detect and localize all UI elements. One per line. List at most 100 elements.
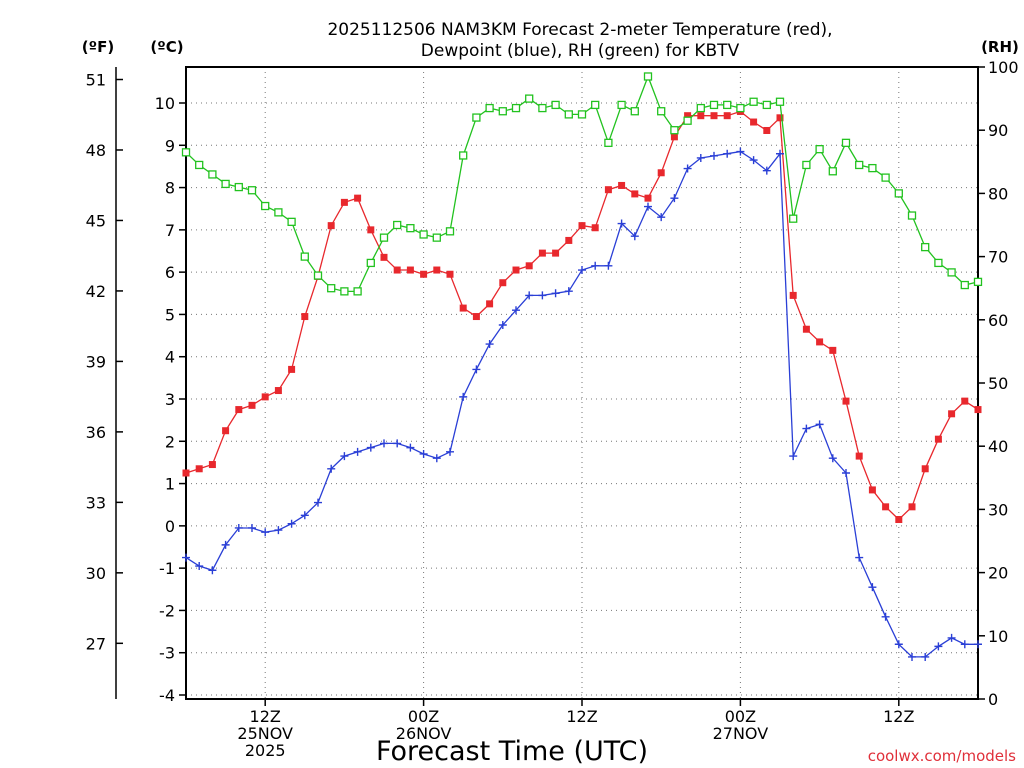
rh-point [261, 201, 270, 211]
temperature-point [710, 112, 718, 120]
rh-point [960, 280, 969, 290]
temperature-point [274, 387, 282, 395]
temperature-point [842, 397, 850, 405]
rh-point [538, 103, 547, 113]
fahrenheit-axis: 27 30 33 36 39 42 45 48 51 [86, 71, 123, 653]
rh-tick-label: 50 [988, 374, 1008, 393]
time-tick-label: 2025 [245, 741, 286, 760]
celsius-axis: -4 -3 -2 -1 0 1 2 3 4 5 6 7 8 9 10 [155, 94, 186, 705]
dewpoint-point [670, 194, 679, 203]
temperature-point [618, 181, 626, 189]
temperature-point [367, 226, 375, 234]
temperature-point [459, 304, 467, 312]
rh-point [617, 100, 626, 110]
fahrenheit-tick-label: 39 [86, 352, 106, 371]
dewpoint-point [446, 447, 454, 456]
rh-point [485, 103, 494, 113]
rh-point [379, 233, 389, 242]
dewpoint-point [366, 443, 375, 452]
rh-point [564, 110, 573, 119]
temperature-point [301, 313, 309, 321]
temperature-point [948, 410, 956, 418]
dewpoint-point [710, 151, 718, 160]
fahrenheit-tick-label: 42 [86, 282, 106, 301]
fahrenheit-tick-label: 48 [86, 141, 106, 160]
rh-point [802, 160, 811, 170]
celsius-tick-label: 9 [165, 136, 175, 155]
temperature-point [486, 300, 494, 308]
dewpoint-point [459, 392, 468, 401]
time-tick-label: 00Z [725, 707, 756, 726]
rh-point [300, 252, 309, 261]
temperature-point [750, 118, 758, 126]
dewpoint-point [974, 640, 982, 649]
dewpoint-point [472, 365, 481, 374]
rh-point [511, 103, 521, 113]
rh-point [749, 97, 758, 106]
celsius-unit-label: (ºC) [150, 38, 183, 56]
rh-point [432, 233, 441, 242]
dewpoint-point [736, 147, 745, 156]
time-tick-label: 12Z [883, 707, 914, 726]
dewpoint-point [327, 464, 336, 473]
celsius-tick-label: 0 [165, 517, 175, 536]
celsius-tick-label: 4 [165, 348, 175, 367]
dewpoint-point [182, 553, 190, 562]
temperature-point [340, 198, 348, 206]
temperature-point [446, 270, 454, 278]
rh-point [868, 163, 877, 173]
rh-point [274, 208, 283, 217]
fahrenheit-tick-label: 36 [86, 423, 106, 442]
dewpoint-point [881, 612, 890, 621]
celsius-tick-label: 6 [165, 263, 175, 282]
temperature-point [882, 503, 890, 511]
temperature-point [261, 393, 269, 401]
fahrenheit-tick-label: 45 [86, 211, 106, 230]
temperature-point [921, 465, 929, 473]
celsius-tick-label: 5 [165, 305, 175, 324]
dewpoint-point [261, 528, 270, 537]
dewpoint-point [789, 452, 798, 461]
temperature-point [868, 486, 876, 494]
temperature-point [552, 249, 560, 257]
dewpoint-point [380, 439, 388, 448]
dewpoint-point [485, 340, 494, 349]
dewpoint-point [644, 202, 652, 211]
rh-point [762, 100, 771, 110]
dewpoint-point [921, 652, 930, 661]
x-axis-label: Forecast Time (UTC) [376, 736, 648, 767]
rh-point [657, 107, 666, 116]
rh-point [327, 284, 336, 293]
rh-point [340, 287, 349, 296]
dewpoint-point [221, 540, 230, 549]
dewpoint-point [617, 219, 626, 228]
temperature-point [723, 112, 731, 120]
temperature-point [433, 266, 441, 274]
fahrenheit-tick-label: 33 [86, 493, 106, 512]
fahrenheit-unit-label: (ºF) [82, 38, 114, 56]
dewpoint-point [855, 553, 864, 562]
celsius-tick-label: -4 [159, 686, 175, 705]
temperature-point [816, 338, 824, 346]
rh-tick-label: 40 [988, 437, 1008, 456]
rh-point [815, 145, 824, 154]
temperature-point [684, 112, 692, 120]
temperature-point [829, 346, 837, 354]
dewpoint-point [894, 640, 903, 649]
temperature-point [354, 194, 362, 202]
dewpoint-point [287, 519, 296, 528]
temperature-point [538, 249, 546, 257]
dewpoint-point [947, 633, 956, 642]
temperature-point [789, 291, 797, 299]
rh-point [947, 268, 956, 277]
rh-point [643, 72, 653, 81]
time-tick-label: 25NOV [237, 724, 293, 743]
dewpoint-point [683, 164, 692, 173]
dewpoint-point [538, 291, 547, 300]
rh-point [459, 151, 468, 160]
rh-point [195, 160, 204, 170]
temperature-series [182, 107, 982, 524]
dewpoint-point [578, 266, 586, 275]
temperature-point [248, 401, 256, 409]
rh-point [577, 110, 587, 119]
